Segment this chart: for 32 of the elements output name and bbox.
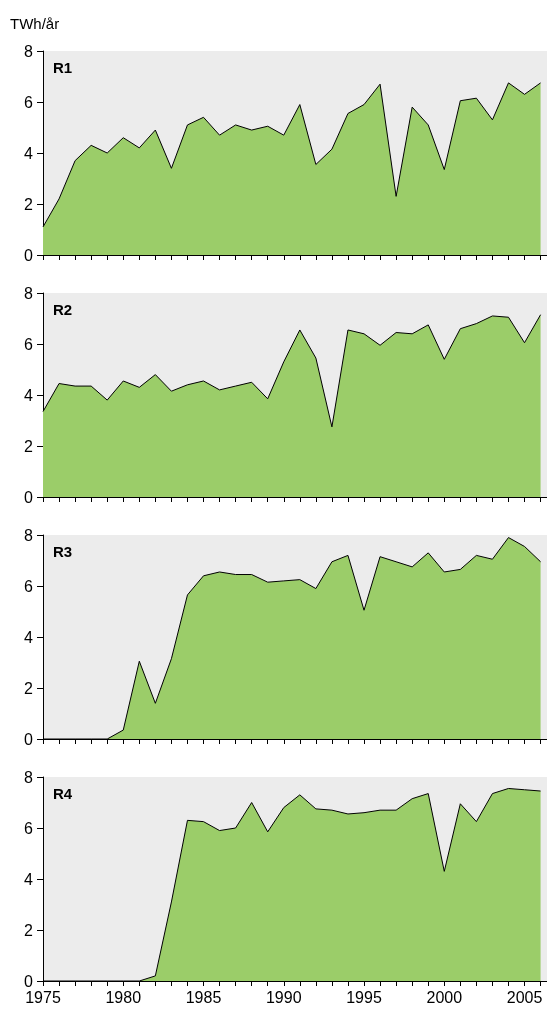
text: R3 [53, 543, 73, 560]
y-tick-label: 0 [24, 488, 34, 506]
y-tick-label: 8 [24, 768, 34, 786]
x-tick-label: 1995 [346, 988, 382, 1006]
y-tick-label: 0 [24, 246, 34, 264]
y-tick-label: 2 [24, 437, 34, 455]
y-tick-label: 0 [24, 730, 34, 748]
x-tick-label: 1975 [25, 988, 61, 1006]
y-tick-label: 6 [24, 93, 34, 111]
y-tick-label: 2 [24, 195, 34, 213]
text: R4 [53, 785, 73, 802]
text: R1 [53, 59, 73, 76]
y-tick-label: 6 [24, 577, 34, 595]
y-tick-label: 6 [24, 335, 34, 353]
y-tick-label: 8 [24, 42, 34, 60]
y-tick-label: 4 [24, 144, 34, 162]
y-tick-label: 4 [24, 628, 34, 646]
y-tick-label: 6 [24, 819, 34, 837]
y-tick-label: 4 [24, 386, 34, 404]
y-tick-label: 8 [24, 526, 34, 544]
x-tick-label: 1980 [105, 988, 142, 1006]
text: R2 [53, 301, 73, 318]
x-tick-label: 2005 [506, 988, 543, 1006]
y-tick-label: 2 [24, 921, 34, 939]
x-tick-label: 1990 [265, 988, 302, 1006]
x-tick-label: 1985 [185, 988, 222, 1006]
y-tick-label: 8 [24, 284, 34, 302]
y-tick-label: 2 [24, 679, 34, 697]
y-tick-label: 0 [24, 972, 34, 990]
x-tick-label: 2000 [426, 988, 463, 1006]
y-axis-title: TWh/år [10, 15, 60, 32]
y-tick-label: 4 [24, 870, 34, 888]
